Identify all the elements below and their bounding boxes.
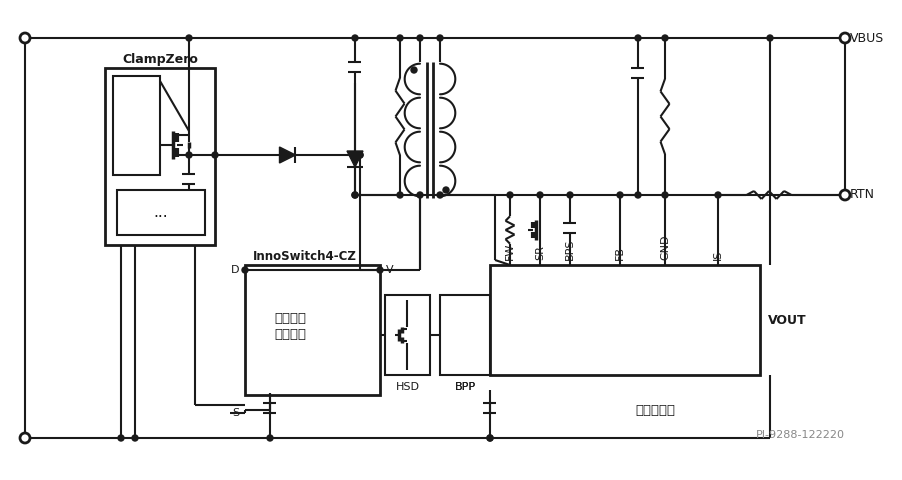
- Text: ···: ···: [153, 210, 168, 225]
- Circle shape: [634, 192, 640, 198]
- Text: IS: IS: [713, 250, 723, 260]
- Text: V: V: [385, 265, 393, 275]
- Text: BPP: BPP: [454, 382, 475, 392]
- Circle shape: [443, 187, 448, 193]
- Circle shape: [267, 435, 272, 441]
- Text: 初級開關: 初級開關: [273, 312, 306, 324]
- Circle shape: [410, 67, 417, 73]
- Text: FB: FB: [614, 246, 624, 260]
- Circle shape: [186, 152, 192, 158]
- Text: GND: GND: [659, 235, 669, 260]
- Circle shape: [437, 35, 443, 41]
- Circle shape: [417, 192, 422, 198]
- Circle shape: [376, 267, 382, 273]
- Text: 及控制器: 及控制器: [273, 328, 306, 341]
- Circle shape: [352, 35, 357, 41]
- Polygon shape: [346, 151, 363, 167]
- Circle shape: [397, 192, 402, 198]
- Circle shape: [186, 35, 192, 41]
- Circle shape: [486, 435, 492, 441]
- Circle shape: [766, 35, 772, 41]
- Text: VBUS: VBUS: [849, 32, 883, 45]
- Circle shape: [417, 35, 422, 41]
- Circle shape: [661, 35, 667, 41]
- Bar: [113, 76, 160, 175]
- Text: S: S: [232, 408, 239, 418]
- Text: D: D: [230, 265, 239, 275]
- Circle shape: [20, 433, 30, 443]
- Circle shape: [352, 192, 357, 198]
- Text: 次級側控制: 次級側控制: [634, 404, 675, 417]
- Circle shape: [397, 35, 402, 41]
- Circle shape: [352, 192, 357, 198]
- Text: PI-9288-122220: PI-9288-122220: [755, 430, 843, 440]
- Bar: [490, 265, 759, 375]
- Circle shape: [356, 152, 363, 158]
- Circle shape: [242, 267, 248, 273]
- Circle shape: [661, 192, 667, 198]
- Circle shape: [634, 35, 640, 41]
- Bar: [105, 68, 215, 245]
- Bar: [384, 295, 429, 375]
- Text: HSD: HSD: [395, 382, 419, 392]
- Circle shape: [506, 192, 512, 198]
- Text: BPS: BPS: [565, 239, 575, 260]
- Bar: [117, 190, 205, 235]
- Circle shape: [616, 192, 622, 198]
- Text: ClampZero: ClampZero: [122, 53, 198, 67]
- Circle shape: [839, 190, 849, 200]
- Circle shape: [714, 192, 720, 198]
- Text: BPP: BPP: [454, 382, 475, 392]
- Circle shape: [437, 192, 443, 198]
- Circle shape: [486, 435, 492, 441]
- Text: InnoSwitch4-CZ: InnoSwitch4-CZ: [253, 250, 356, 263]
- Circle shape: [212, 152, 217, 158]
- Text: VOUT: VOUT: [767, 313, 805, 326]
- Text: SR: SR: [534, 245, 545, 260]
- Circle shape: [356, 152, 363, 158]
- Bar: [244, 265, 380, 395]
- Circle shape: [118, 435, 124, 441]
- Bar: [439, 295, 490, 375]
- Text: FW: FW: [504, 242, 514, 260]
- Circle shape: [132, 435, 138, 441]
- Polygon shape: [280, 147, 295, 163]
- Text: RTN: RTN: [849, 189, 874, 202]
- Circle shape: [537, 192, 542, 198]
- Circle shape: [566, 192, 573, 198]
- Circle shape: [839, 33, 849, 43]
- Circle shape: [20, 33, 30, 43]
